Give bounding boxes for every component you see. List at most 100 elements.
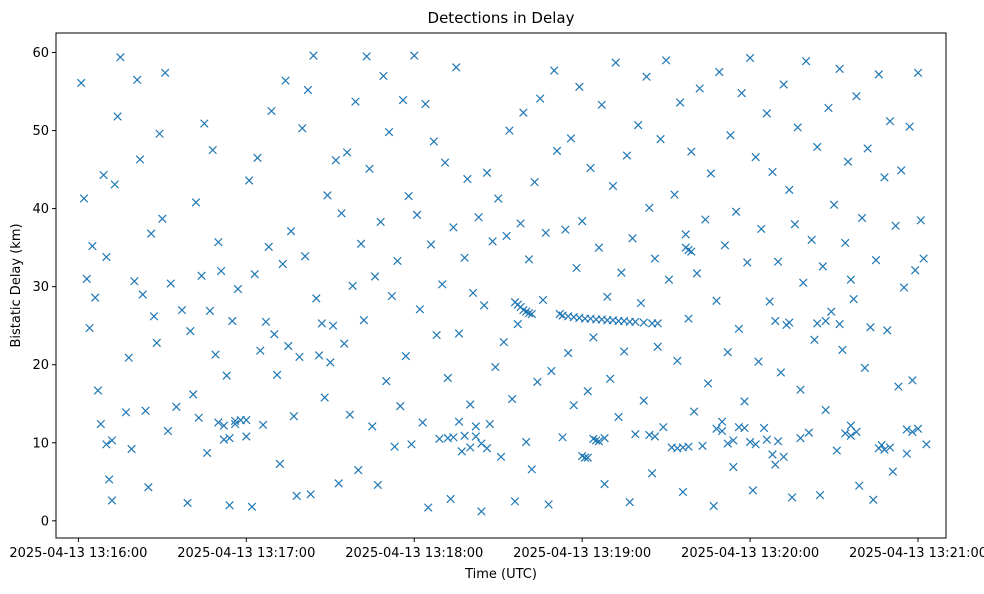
scatter-point xyxy=(124,353,133,362)
scatter-point xyxy=(857,213,867,223)
scatter-point xyxy=(698,441,707,451)
scatter-point xyxy=(465,400,475,409)
scatter-point xyxy=(351,97,360,106)
scatter-point xyxy=(521,437,531,447)
scatter-point xyxy=(583,453,592,462)
scatter-point xyxy=(549,66,559,75)
scatter-point xyxy=(852,91,861,101)
scatter-point xyxy=(396,401,405,411)
scatter-point xyxy=(600,479,609,489)
scatter-point xyxy=(519,108,528,117)
scatter-point xyxy=(93,386,103,395)
scatter-point xyxy=(270,330,279,339)
scatter-point xyxy=(737,88,746,98)
scatter-point xyxy=(703,379,713,388)
scatter-point xyxy=(354,465,363,475)
scatter-point xyxy=(874,70,884,79)
scatter-point xyxy=(768,450,777,459)
scatter-point xyxy=(614,412,623,422)
scatter-point xyxy=(659,422,668,432)
scatter-point xyxy=(824,103,833,113)
scatter-point xyxy=(821,316,830,326)
scatter-point xyxy=(314,351,324,360)
scatter-point xyxy=(88,241,97,251)
scatter-point xyxy=(664,275,674,284)
scatter-point xyxy=(785,318,794,327)
scatter-point xyxy=(247,502,257,512)
scatter-point xyxy=(435,434,444,444)
scatter-point xyxy=(715,67,724,77)
scatter-point xyxy=(141,406,150,415)
y-axis-label: Bistatic Delay (km) xyxy=(9,223,24,347)
scatter-point xyxy=(264,242,273,252)
scatter-point xyxy=(544,500,553,509)
scatter-point xyxy=(745,53,755,63)
scatter-point xyxy=(342,148,352,157)
scatter-point xyxy=(785,185,794,195)
scatter-point xyxy=(675,98,685,107)
scatter-point xyxy=(547,366,556,376)
scatter-point xyxy=(449,433,458,442)
scatter-point xyxy=(647,468,657,478)
scatter-point xyxy=(155,129,164,138)
scatter-points xyxy=(76,51,931,516)
scatter-point xyxy=(401,351,411,361)
scatter-point xyxy=(477,439,486,448)
scatter-point xyxy=(720,241,730,250)
scatter-point xyxy=(902,449,912,458)
scatter-point xyxy=(636,298,646,308)
scatter-point xyxy=(379,71,388,81)
scatter-point xyxy=(326,358,335,367)
scatter-point xyxy=(230,419,240,429)
scatter-point xyxy=(645,203,654,213)
x-tick-label: 2025-04-13 13:19:00 xyxy=(513,546,651,561)
scatter-point xyxy=(438,280,447,289)
scatter-point xyxy=(717,417,727,426)
y-tick-label: 0 xyxy=(41,514,49,529)
scatter-point xyxy=(838,345,847,355)
scatter-point xyxy=(731,207,741,216)
x-tick-label: 2025-04-13 13:21:00 xyxy=(849,546,984,561)
chart-title: Detections in Delay xyxy=(428,9,575,27)
scatter-point xyxy=(149,312,159,321)
scatter-point xyxy=(894,382,903,391)
scatter-point xyxy=(298,123,307,133)
scatter-point xyxy=(726,131,735,140)
scatter-point xyxy=(754,357,763,366)
scatter-point xyxy=(815,490,825,500)
scatter-point xyxy=(835,64,844,74)
scatter-point xyxy=(846,275,856,284)
scatter-point xyxy=(860,363,870,373)
scatter-point xyxy=(922,440,931,449)
x-axis-label: Time (UTC) xyxy=(464,567,537,582)
scatter-point xyxy=(896,166,906,175)
scatter-point xyxy=(432,330,441,340)
scatter-point xyxy=(619,347,629,356)
scatter-point xyxy=(645,430,654,440)
scatter-point xyxy=(558,433,567,442)
scatter-point xyxy=(653,319,662,328)
scatter-point xyxy=(421,99,430,109)
scatter-point xyxy=(527,465,537,474)
scatter-point xyxy=(729,436,738,445)
scatter-point xyxy=(538,295,548,305)
scatter-point xyxy=(323,191,332,200)
scatter-point xyxy=(172,402,181,412)
scatter-point xyxy=(807,235,816,245)
scatter-point xyxy=(317,319,327,328)
scatter-point xyxy=(507,394,517,404)
scatter-point xyxy=(681,230,690,239)
scatter-point xyxy=(692,269,702,278)
scatter-point xyxy=(465,443,475,452)
scatter-point xyxy=(186,326,195,336)
scatter-point xyxy=(748,486,758,495)
scatter-point xyxy=(76,78,86,88)
scatter-point xyxy=(866,323,875,332)
scatter-point xyxy=(496,452,506,462)
scatter-point xyxy=(572,263,581,273)
scatter-point xyxy=(418,418,427,427)
scatter-point xyxy=(471,422,481,431)
scatter-point xyxy=(320,393,329,402)
scatter-point xyxy=(208,145,217,155)
